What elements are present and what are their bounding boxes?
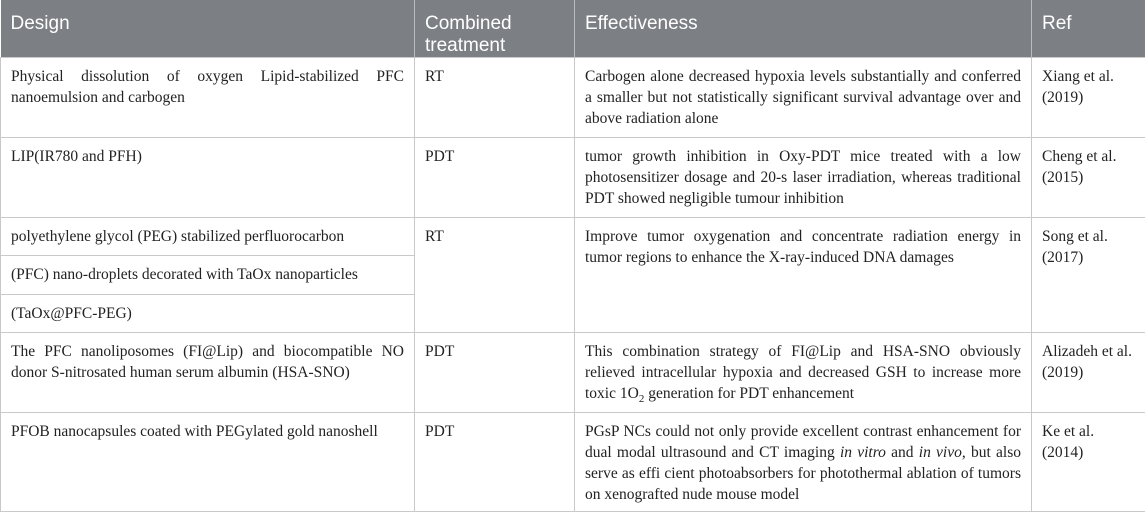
cell-effectiveness: This combination strategy of FI@Lip and … [574, 332, 1032, 413]
effectiveness-text: and [885, 444, 919, 461]
cell-ref: Ke et al. (2014) [1031, 412, 1145, 512]
table-row: (TaOx@PFC-PEG) [0, 294, 1145, 333]
table-row: PFOB nanocapsules coated with PEGylated … [0, 412, 1145, 512]
cell-combined-treatment: PDT [414, 332, 575, 413]
table-row: (PFC) nano-droplets decorated with TaOx … [0, 255, 1145, 295]
effectiveness-text: generation for PDT enhancement [644, 385, 855, 402]
cell-design: LIP(IR780 and PFH) [0, 137, 415, 218]
cell-effectiveness: tumor growth inhibition in Oxy-PDT mice … [574, 137, 1032, 218]
italic-in-vitro: in vitro [839, 444, 886, 461]
cell-design-line: (PFC) nano-droplets decorated with TaOx … [0, 255, 415, 295]
cell-effectiveness: PGsP NCs could not only provide excellen… [574, 412, 1032, 512]
cell-combined-treatment: PDT [414, 137, 575, 218]
effectiveness-text: This combination strategy of FI@Lip and … [585, 343, 1021, 402]
italic-in-vivo: in vivo [918, 444, 962, 461]
effectiveness-text: PGsP NCs could not only provide excellen… [585, 423, 1021, 461]
header-design: Design [0, 0, 415, 58]
cell-design-line: polyethylene glycol (PEG) stabilized per… [0, 217, 415, 256]
cell-design: PFOB nanocapsules coated with PEGylated … [0, 412, 415, 512]
cell-effectiveness: Improve tumor oxygenation and concentrat… [574, 217, 1032, 333]
cell-combined-treatment: PDT [414, 412, 575, 512]
cell-combined-treatment: RT [414, 57, 575, 138]
cell-ref: Xiang et al. (2019) [1031, 57, 1145, 138]
header-ref: Ref [1031, 0, 1145, 58]
table-row: Physical dissolution of oxygen Lipid-sta… [0, 57, 1145, 138]
cell-ref: Alizadeh et al. (2019) [1031, 332, 1145, 413]
header-effectiveness: Effectiveness [574, 0, 1032, 58]
cell-combined-treatment: RT [414, 217, 575, 333]
comparison-table: Design Combined treatment Effectiveness … [0, 0, 1145, 512]
table-row: polyethylene glycol (PEG) stabilized per… [0, 217, 1145, 333]
cell-effectiveness: Carbogen alone decreased hypoxia levels … [574, 57, 1032, 138]
effectiveness-text: , but also serve as effi cient photoabso… [585, 444, 1021, 503]
subscript-two: 2 [638, 393, 645, 406]
cell-design: Physical dissolution of oxygen Lipid-sta… [0, 57, 415, 138]
cell-design-line: (TaOx@PFC-PEG) [0, 294, 415, 333]
table-row: LIP(IR780 and PFH) PDT tumor growth inhi… [0, 137, 1145, 218]
cell-ref: Song et al. (2017) [1031, 217, 1145, 333]
cell-design: The PFC nanoliposomes (FI@Lip) and bioco… [0, 332, 415, 413]
header-row: Design Combined treatment Effectiveness … [0, 0, 1145, 58]
table-row: The PFC nanoliposomes (FI@Lip) and bioco… [0, 332, 1145, 413]
header-combined-treatment: Combined treatment [414, 0, 575, 58]
cell-ref: Cheng et al. (2015) [1031, 137, 1145, 218]
